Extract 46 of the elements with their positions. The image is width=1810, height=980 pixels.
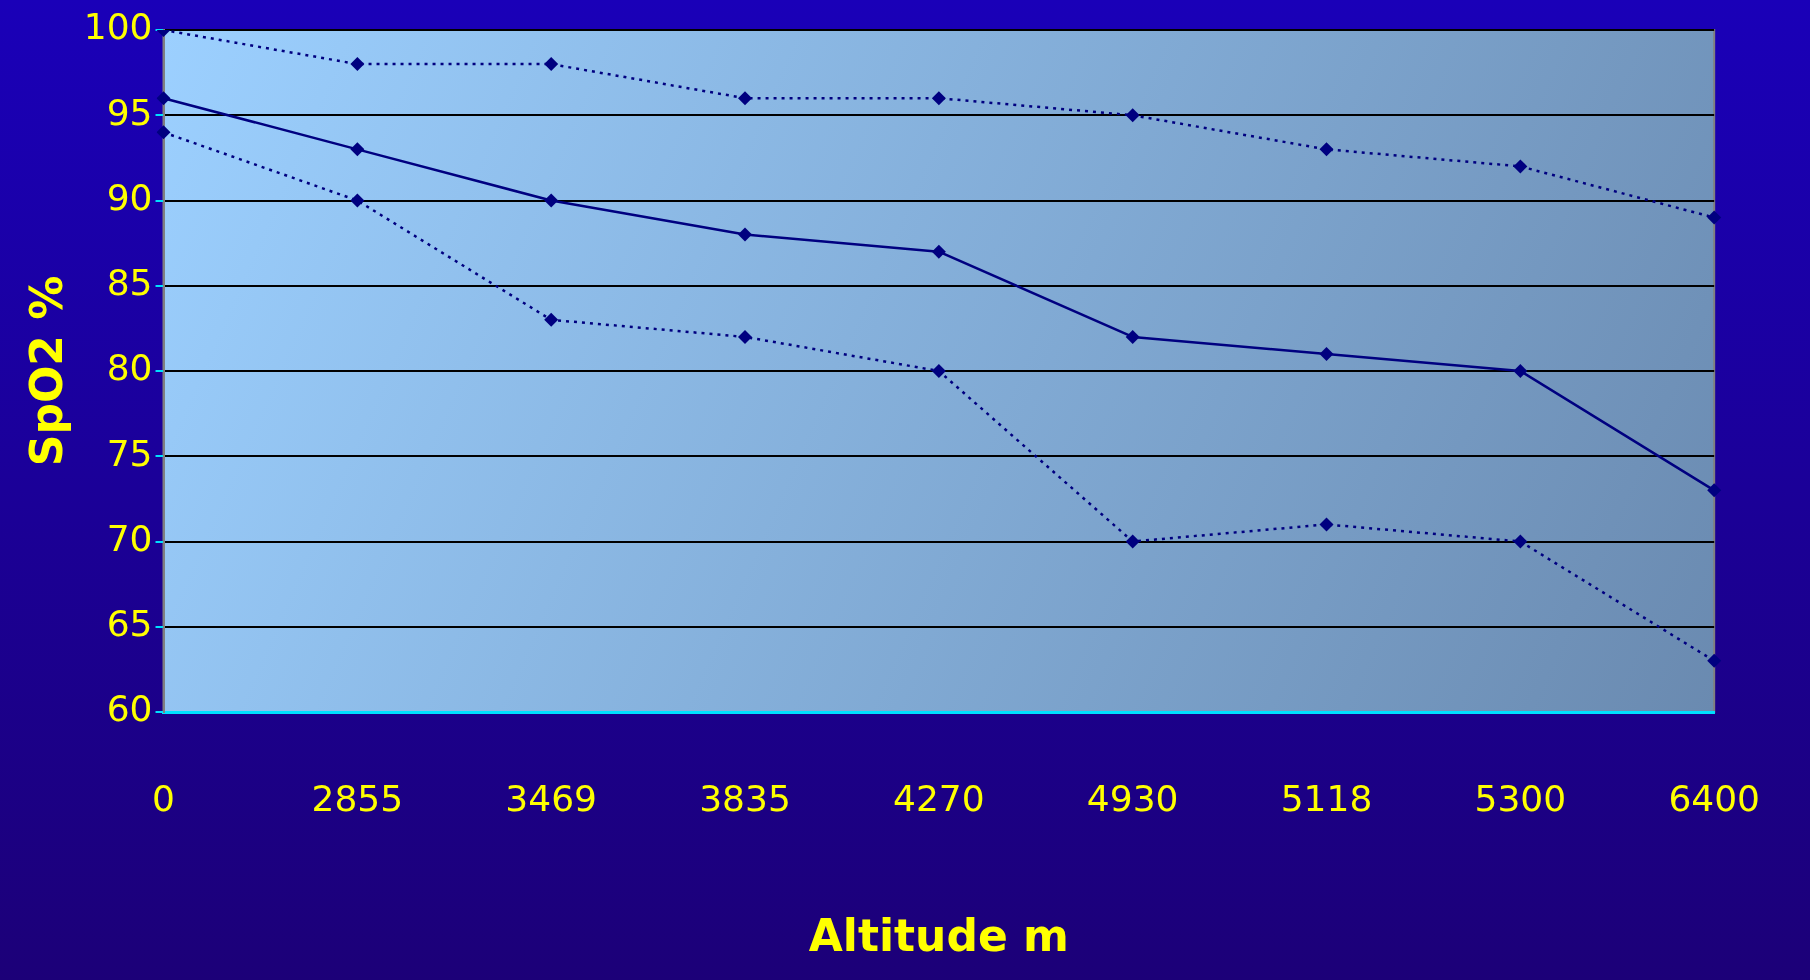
point xyxy=(1319,517,1334,532)
point xyxy=(350,193,365,208)
y-tick-label: 90 xyxy=(106,176,153,218)
point xyxy=(544,57,559,72)
point xyxy=(1707,210,1722,225)
point xyxy=(931,364,946,378)
point xyxy=(350,57,365,72)
point xyxy=(738,91,753,106)
point xyxy=(738,329,753,344)
point xyxy=(1125,329,1140,344)
x-tick-label: 3835 xyxy=(699,777,791,819)
x-tick-label: 0 xyxy=(152,777,175,819)
x-tick-label: 5300 xyxy=(1474,777,1567,819)
y-tick-label: 75 xyxy=(106,432,153,474)
point xyxy=(156,125,171,140)
point xyxy=(931,91,946,106)
x-axis-title: Altitude m xyxy=(808,910,1069,962)
y-tick-label: 80 xyxy=(106,347,153,389)
x-tick-label: 4270 xyxy=(893,777,985,819)
y-tick-label: 60 xyxy=(106,688,153,730)
point xyxy=(1513,534,1528,549)
point xyxy=(1319,142,1334,157)
y-tick-label: 100 xyxy=(83,6,153,48)
point xyxy=(1125,108,1140,123)
x-tick-label: 4930 xyxy=(1086,777,1179,819)
point xyxy=(1513,364,1528,378)
y-tick-label: 65 xyxy=(106,603,153,645)
point xyxy=(350,142,365,157)
point xyxy=(544,193,559,208)
point xyxy=(931,244,946,259)
point xyxy=(544,312,559,327)
x-tick-label: 3469 xyxy=(505,777,597,819)
point xyxy=(156,91,171,106)
y-tick-label: 85 xyxy=(106,262,153,304)
point xyxy=(1707,653,1722,668)
x-tick-label: 5118 xyxy=(1280,777,1373,819)
point xyxy=(1513,159,1528,174)
y-axis-title: SpO2 % xyxy=(20,275,72,467)
point xyxy=(1319,346,1334,361)
y-tick-label: 95 xyxy=(106,91,153,133)
x-tick-label: 2855 xyxy=(311,777,404,819)
point xyxy=(1707,483,1722,498)
point xyxy=(1125,534,1140,549)
x-tick-label: 6400 xyxy=(1668,777,1760,819)
point xyxy=(738,227,753,242)
y-tick-label: 70 xyxy=(106,517,153,559)
